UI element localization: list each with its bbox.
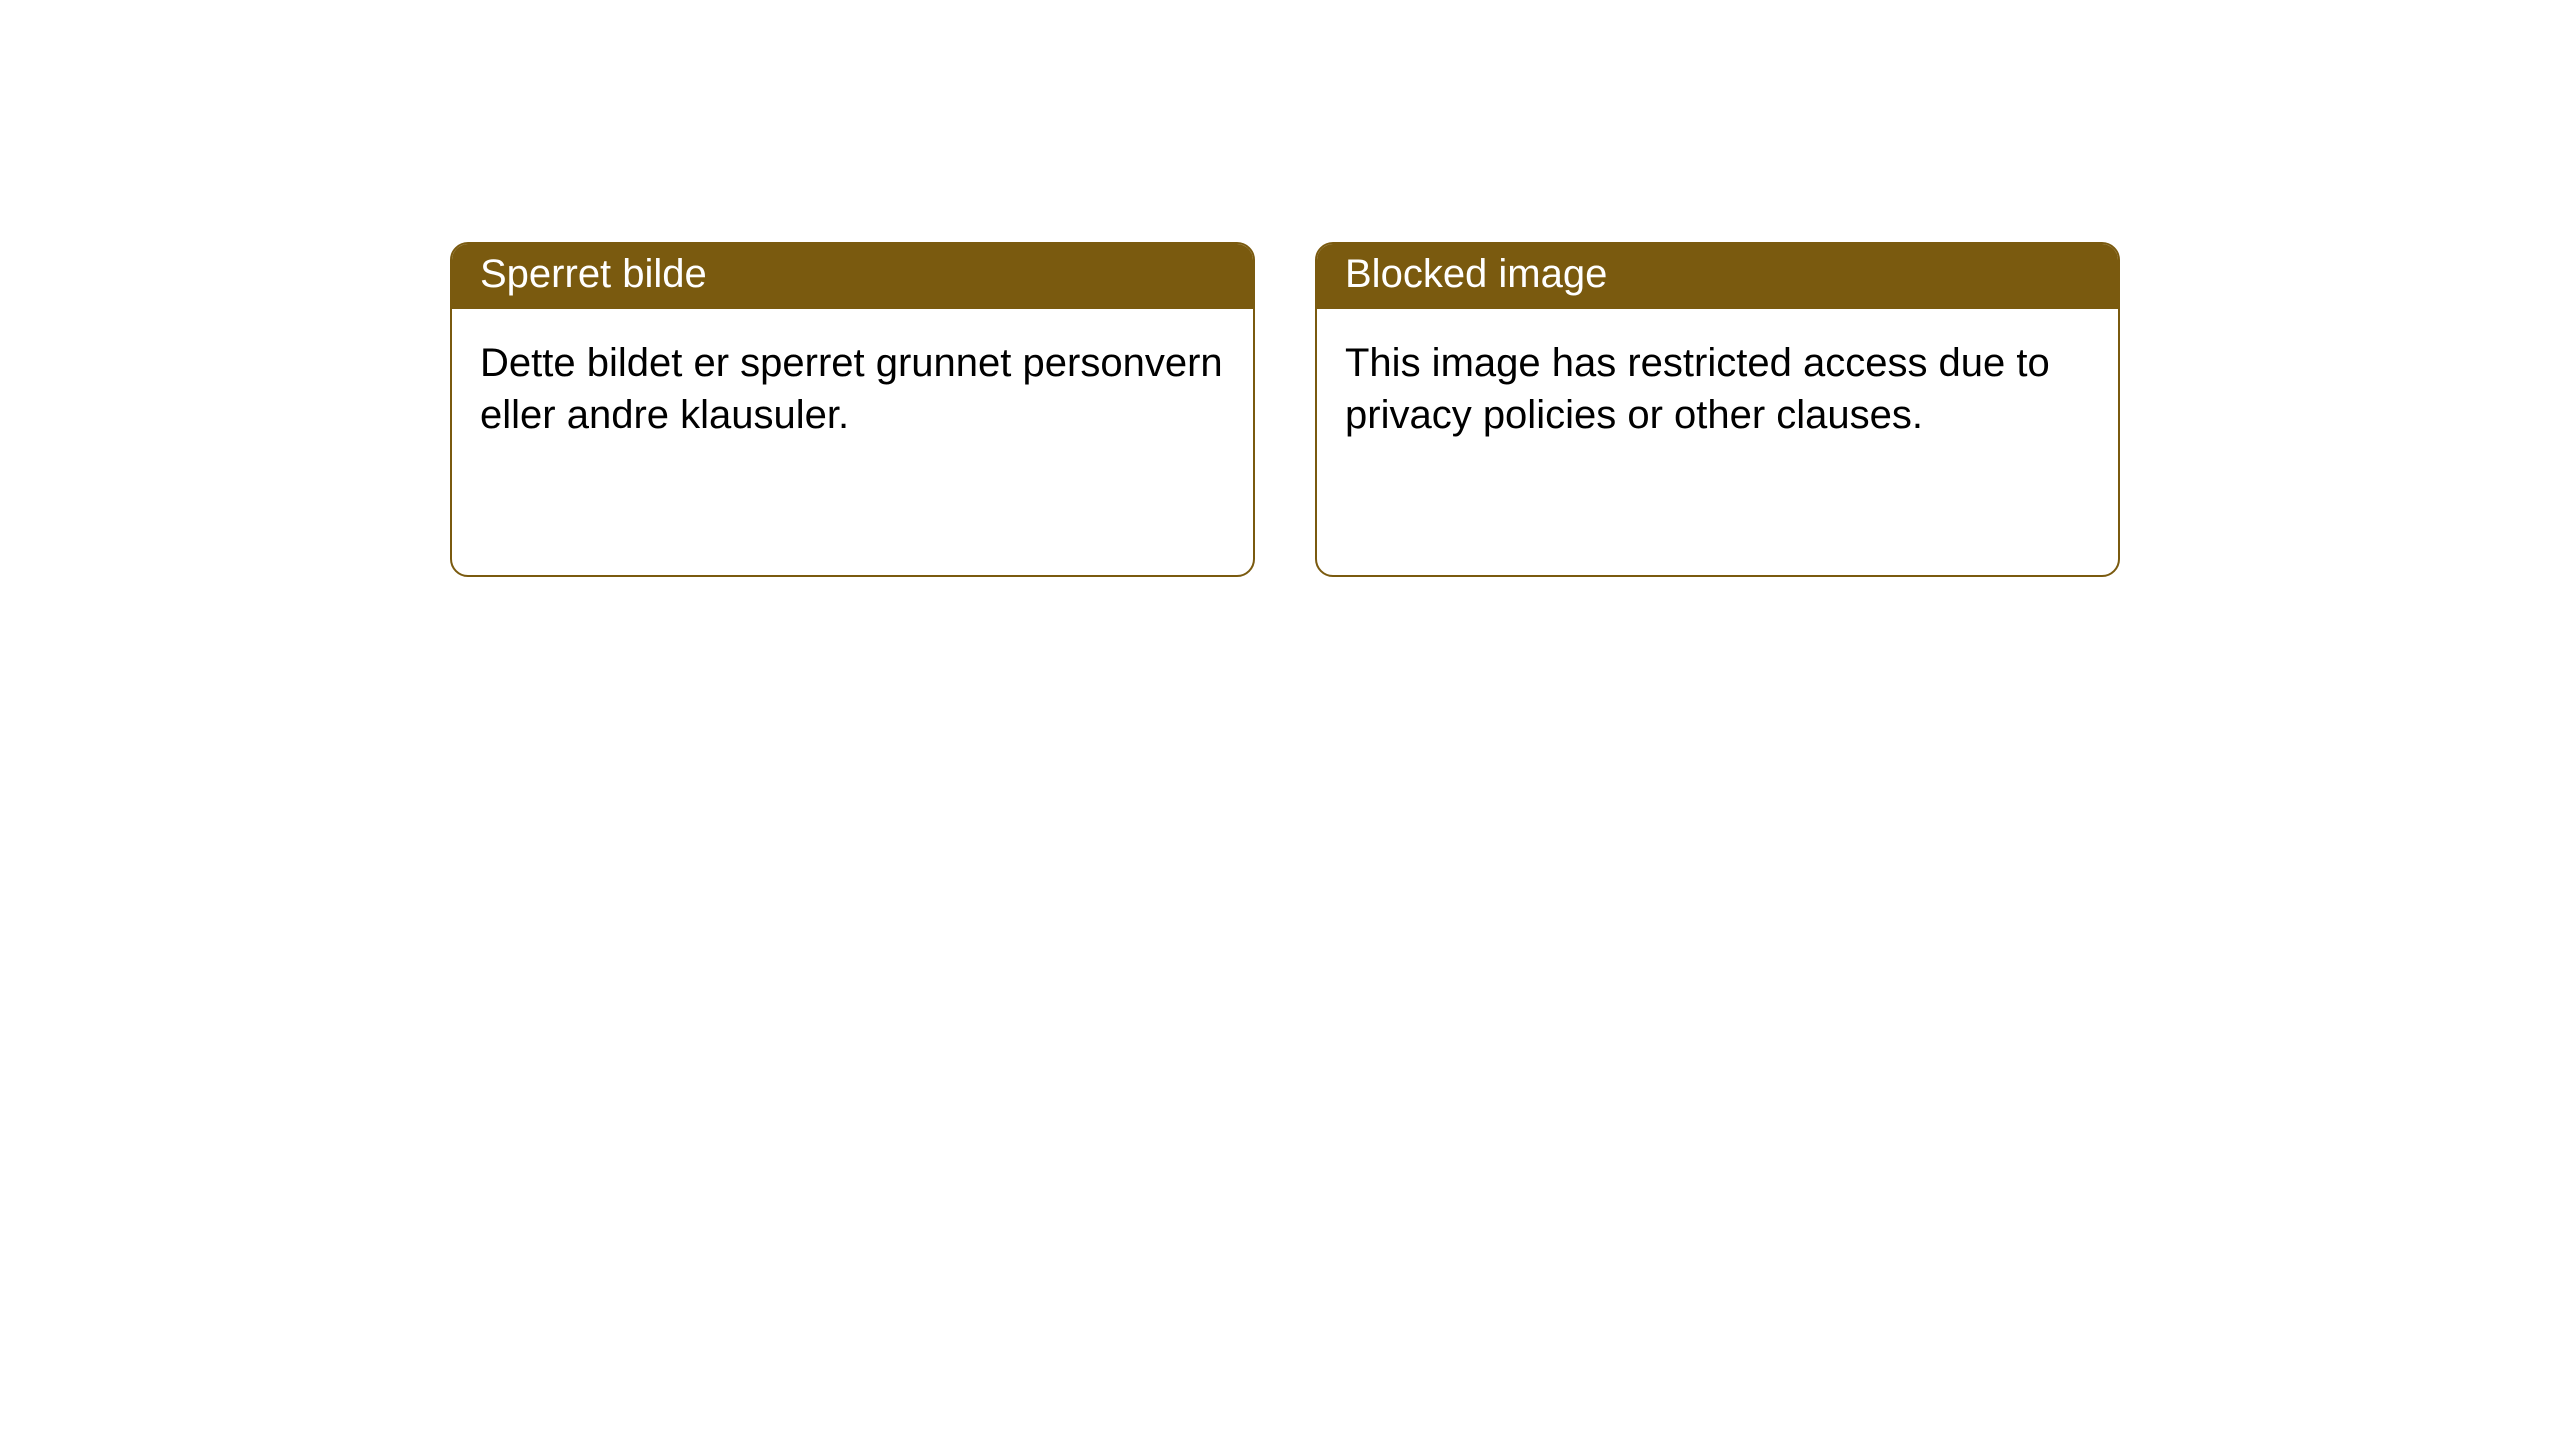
notice-header: Sperret bilde — [452, 244, 1253, 309]
notice-container: Sperret bilde Dette bildet er sperret gr… — [0, 0, 2560, 577]
notice-body: Dette bildet er sperret grunnet personve… — [452, 309, 1253, 469]
notice-header: Blocked image — [1317, 244, 2118, 309]
notice-card-norwegian: Sperret bilde Dette bildet er sperret gr… — [450, 242, 1255, 577]
notice-title: Blocked image — [1345, 252, 1607, 296]
notice-card-english: Blocked image This image has restricted … — [1315, 242, 2120, 577]
notice-body-text: This image has restricted access due to … — [1345, 341, 2050, 437]
notice-title: Sperret bilde — [480, 252, 707, 296]
notice-body-text: Dette bildet er sperret grunnet personve… — [480, 341, 1223, 437]
notice-body: This image has restricted access due to … — [1317, 309, 2118, 469]
